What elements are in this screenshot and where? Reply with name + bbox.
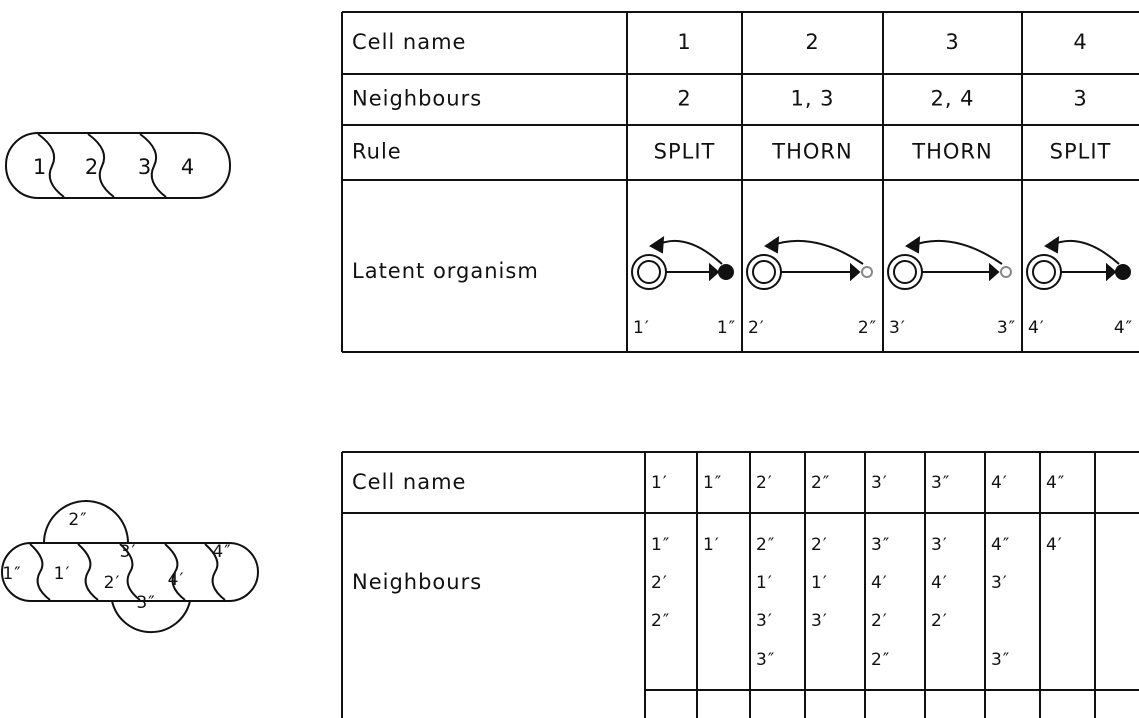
cell-text: THORN xyxy=(911,140,992,164)
cell-text: 4′ xyxy=(1046,535,1063,555)
cell-text: 3′ xyxy=(931,535,948,555)
cell-label: 4″ xyxy=(212,542,231,562)
cell-label: 3′ xyxy=(120,542,137,562)
node-label: 1′ xyxy=(633,318,650,338)
cell-text: 3′ xyxy=(871,473,888,493)
cell-text: 3″ xyxy=(991,650,1010,670)
node-label: 3″ xyxy=(997,318,1016,338)
cell-text: 2, 4 xyxy=(930,87,974,111)
node-label: 4″ xyxy=(1114,318,1133,338)
cell-label: 1″ xyxy=(2,564,21,584)
cell-text: 3′ xyxy=(811,611,828,631)
cell-text: SPLIT xyxy=(654,140,716,164)
cell-label: 2″ xyxy=(68,510,87,530)
cell-text: 4′ xyxy=(871,573,888,593)
node-label: 2′ xyxy=(748,318,765,338)
cell-text: 4′ xyxy=(991,473,1008,493)
cell-text: 1′ xyxy=(811,573,828,593)
cell-label: 4 xyxy=(181,155,195,179)
row-label: Rule xyxy=(352,140,402,164)
cell-text: 2′ xyxy=(651,573,668,593)
cell-label: 2 xyxy=(85,155,99,179)
cell-text: 3″ xyxy=(931,473,950,493)
cell-text: 3″ xyxy=(756,650,775,670)
cell-text: 1, 3 xyxy=(790,87,834,111)
cell-text: 2 xyxy=(677,87,691,111)
row-label: Neighbours xyxy=(352,570,482,594)
node-label: 3′ xyxy=(889,318,906,338)
cell-text: 2′ xyxy=(871,611,888,631)
latent-organism xyxy=(631,236,734,290)
cell-text: 2 xyxy=(805,30,819,54)
cell-text: 1″ xyxy=(703,473,722,493)
cell-text: 1′ xyxy=(703,535,720,555)
cell-text: 2″ xyxy=(871,650,890,670)
cell-label: 2′ xyxy=(104,573,121,593)
cell-text: 2″ xyxy=(811,473,830,493)
latent-organism xyxy=(746,236,873,290)
cell-text: 4′ xyxy=(931,573,948,593)
cell-text: 2′ xyxy=(931,611,948,631)
cell-label: 4′ xyxy=(168,570,185,590)
row-label: Cell name xyxy=(352,30,466,54)
cell-text: 3 xyxy=(945,30,959,54)
node-label: 4′ xyxy=(1028,318,1045,338)
cell-text: 3′ xyxy=(991,573,1008,593)
cell-text: 4 xyxy=(1073,30,1087,54)
node-label: 1″ xyxy=(717,318,736,338)
cell-text: 2″ xyxy=(756,535,775,555)
top-diagram xyxy=(5,132,231,199)
cell-text: 1′ xyxy=(756,573,773,593)
cell-text: 1′ xyxy=(651,473,668,493)
cell-text: 3′ xyxy=(756,611,773,631)
latent-organism xyxy=(1026,236,1131,290)
cell-text: 1″ xyxy=(651,535,670,555)
cell-label: 1′ xyxy=(54,564,71,584)
cell-text: 4″ xyxy=(1046,473,1065,493)
cell-label: 1 xyxy=(33,155,47,179)
cell-text: 1 xyxy=(677,30,691,54)
cell-label: 3″ xyxy=(136,593,155,613)
cell-text: 4″ xyxy=(991,535,1010,555)
cell-text: THORN xyxy=(771,140,852,164)
cell-text: 3 xyxy=(1073,87,1087,111)
row-label: Neighbours xyxy=(352,87,482,111)
node-label: 2″ xyxy=(858,318,877,338)
cell-text: 2′ xyxy=(756,473,773,493)
cell-label: 3 xyxy=(138,155,152,179)
bottom-diagram xyxy=(1,500,259,634)
cell-text: SPLIT xyxy=(1050,140,1112,164)
row-label: Latent organism xyxy=(352,259,539,283)
cell-text: 3″ xyxy=(871,535,890,555)
cell-text: 2′ xyxy=(811,535,828,555)
row-label: Cell name xyxy=(352,470,466,494)
latent-organism xyxy=(887,236,1012,290)
cell-text: 2″ xyxy=(651,611,670,631)
